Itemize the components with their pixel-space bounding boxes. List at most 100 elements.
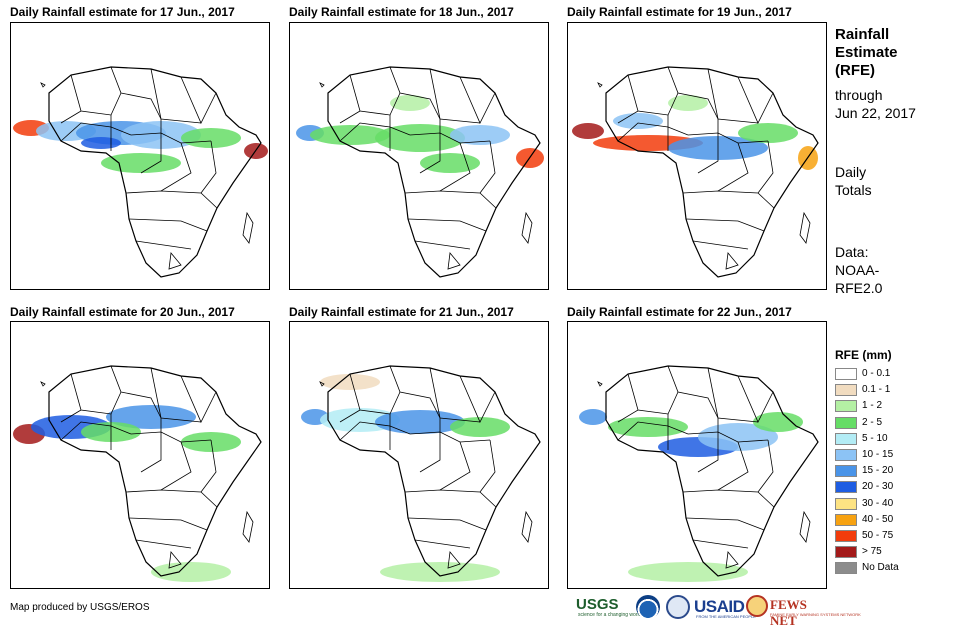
country-border	[140, 119, 162, 174]
country-border	[697, 418, 719, 473]
country-border	[339, 110, 361, 124]
country-border	[135, 240, 192, 250]
country-border	[60, 122, 132, 142]
sidebar-data-source: Data: NOAA- RFE2.0	[835, 243, 882, 297]
country-border	[319, 82, 325, 88]
country-border	[339, 421, 411, 441]
rainfall-area	[420, 153, 480, 173]
sidebar-through-date: Jun 22, 2017	[835, 105, 916, 121]
rainfall-area	[668, 95, 708, 111]
rainfall-area	[753, 412, 803, 432]
country-border	[349, 373, 401, 415]
legend-label: 10 - 15	[862, 448, 894, 460]
country-border	[125, 489, 218, 508]
country-border	[40, 381, 46, 387]
country-border	[414, 240, 471, 250]
country-border	[319, 381, 325, 387]
legend-label: 5 - 10	[862, 432, 888, 444]
country-border	[717, 142, 749, 192]
country-border	[180, 375, 217, 423]
country-border	[168, 252, 182, 270]
legend-swatch	[835, 497, 857, 510]
map-graphic	[301, 365, 541, 582]
sidebar-through-label: through	[835, 87, 883, 103]
rainfall-area	[608, 417, 688, 437]
country-border	[459, 375, 496, 423]
country-border	[419, 119, 441, 174]
country-border	[135, 539, 192, 549]
sidebar-through: through Jun 22, 2017	[835, 86, 916, 122]
country-border	[140, 418, 162, 473]
country-border	[130, 431, 212, 443]
legend-swatch	[835, 481, 857, 494]
country-border	[150, 68, 202, 124]
country-border	[687, 431, 769, 443]
country-border	[459, 76, 496, 124]
rainfall-map-jun18	[289, 22, 549, 290]
sidebar-totals-line2: Totals	[835, 182, 872, 198]
rainfall-map-jun17	[10, 22, 270, 290]
panel-title-1: Daily Rainfall estimate for 17 Jun., 201…	[10, 5, 235, 19]
country-border	[40, 82, 46, 88]
legend-swatch	[835, 448, 857, 461]
sidebar-title: Rainfall Estimate (RFE)	[835, 26, 898, 80]
country-border	[60, 110, 82, 124]
country-border	[725, 551, 739, 569]
rainfall-area	[628, 562, 748, 582]
country-border	[617, 122, 689, 142]
rainfall-area	[738, 123, 798, 143]
rainfall-map-jun22	[567, 321, 827, 589]
legend-swatch	[835, 562, 857, 575]
sidebar-title-line1: Rainfall	[835, 26, 890, 43]
sidebar-totals: Daily Totals	[835, 163, 872, 199]
legend-swatch	[835, 465, 857, 478]
panel-title-4: Daily Rainfall estimate for 20 Jun., 201…	[10, 305, 235, 319]
country-border	[70, 373, 122, 415]
sidebar-title-line3: (RFE)	[835, 62, 875, 79]
map-graphic	[579, 365, 819, 582]
rainfall-area	[320, 374, 380, 390]
country-border	[717, 441, 749, 491]
country-border	[407, 517, 487, 531]
panel-title-3: Daily Rainfall estimate for 19 Jun., 201…	[567, 5, 792, 19]
africa-coastline	[48, 365, 262, 577]
legend-label: > 75	[862, 546, 882, 558]
legend-label: 30 - 40	[862, 497, 894, 509]
legend-swatch	[835, 432, 857, 445]
legend-label: 50 - 75	[862, 529, 894, 541]
africa-coastline	[327, 365, 541, 577]
usgs-tagline: science for a changing world	[578, 612, 642, 618]
map-graphic	[296, 66, 544, 278]
country-border	[627, 74, 679, 116]
country-border	[707, 367, 759, 423]
legend-swatch	[835, 400, 857, 413]
country-border	[617, 421, 689, 441]
panel-title-6: Daily Rainfall estimate for 22 Jun., 201…	[567, 305, 792, 319]
map-graphic	[13, 365, 262, 582]
rainfall-area	[375, 410, 465, 434]
country-border	[737, 375, 774, 423]
country-border	[60, 409, 82, 423]
country-border	[597, 381, 603, 387]
country-border	[692, 240, 749, 250]
rainfall-area	[579, 409, 607, 425]
sidebar-title-line2: Estimate	[835, 44, 898, 61]
country-border	[447, 252, 461, 270]
country-border	[168, 551, 182, 569]
country-border	[130, 132, 212, 144]
country-border	[685, 517, 765, 531]
country-border	[597, 82, 603, 88]
rainfall-area	[151, 562, 231, 582]
country-border	[404, 489, 497, 508]
rainfall-area	[310, 125, 390, 145]
rainfall-area	[81, 137, 121, 149]
country-border	[110, 66, 162, 120]
map-credit: Map produced by USGS/EROS	[10, 602, 150, 613]
rainfall-area	[101, 153, 181, 173]
legend-swatch	[835, 529, 857, 542]
legend-label: 20 - 30	[862, 481, 894, 493]
country-border	[521, 510, 533, 543]
legend-swatch	[835, 513, 857, 526]
country-border	[407, 218, 487, 232]
country-border	[429, 68, 481, 124]
